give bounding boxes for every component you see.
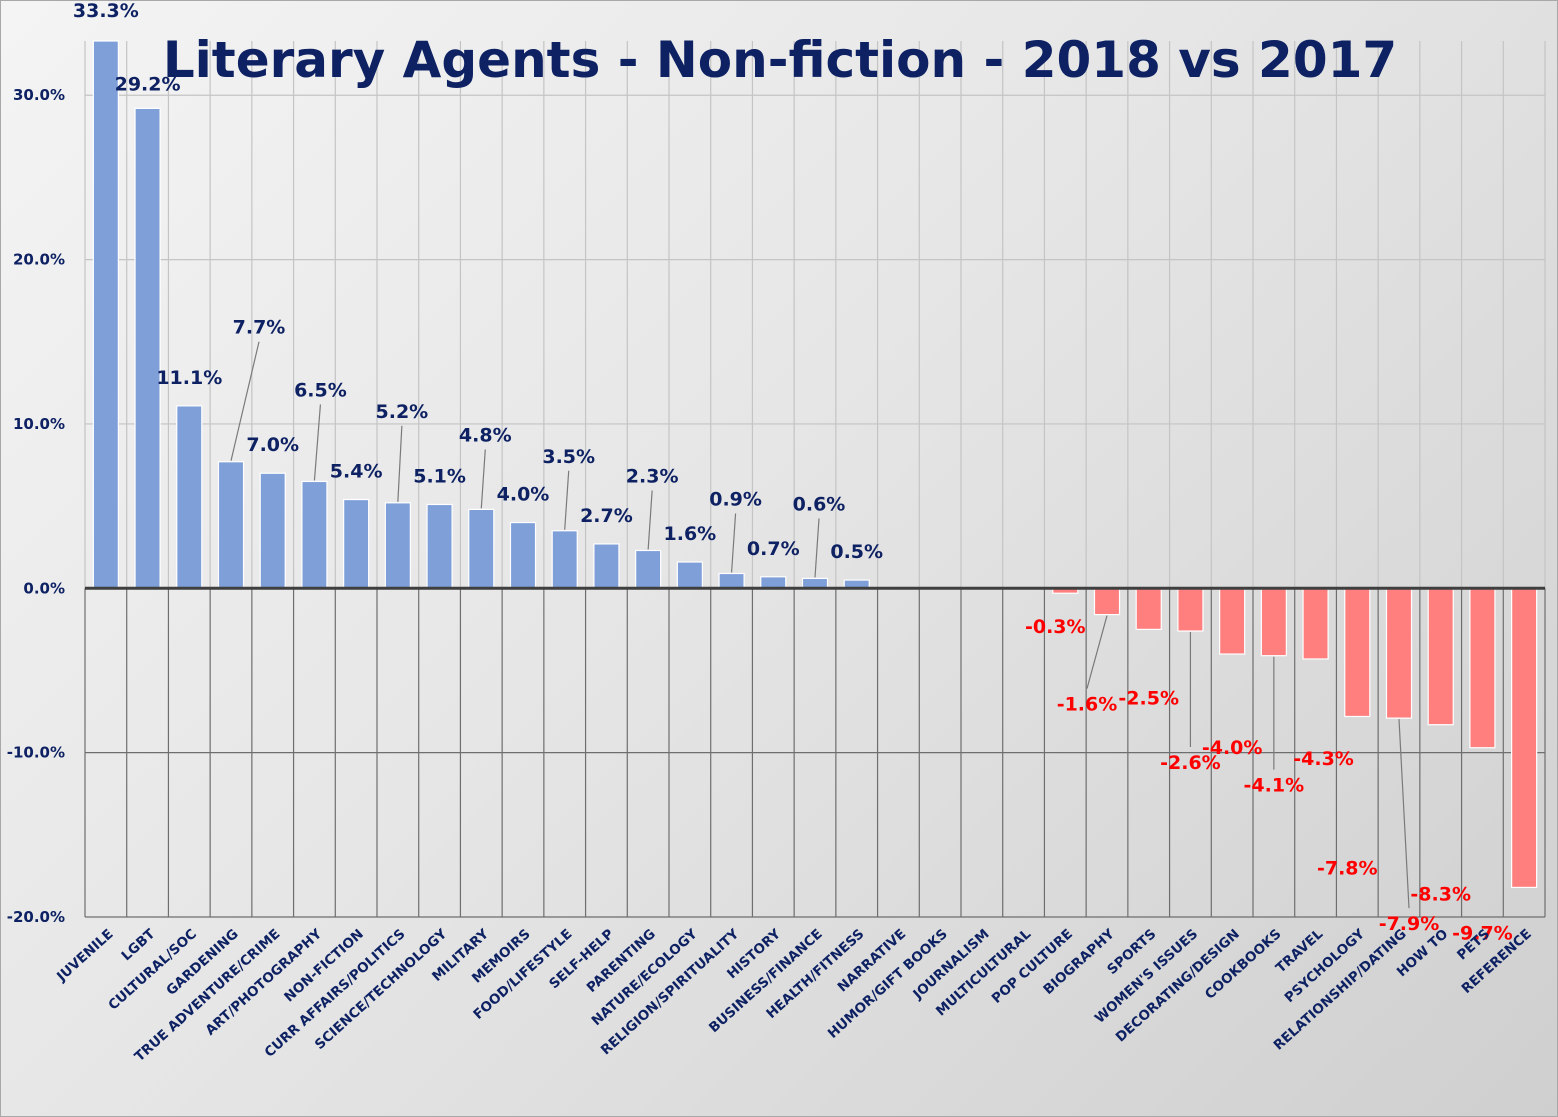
- bar: [259, 472, 286, 589]
- data-label: 5.1%: [413, 465, 466, 487]
- leader-line: [230, 341, 260, 461]
- data-label: 4.8%: [459, 424, 512, 446]
- leader-line: [1086, 615, 1108, 689]
- leader-line: [564, 470, 570, 530]
- data-label: -4.3%: [1293, 748, 1354, 770]
- bar: [1219, 587, 1246, 655]
- bar: [343, 498, 370, 589]
- bar: [718, 572, 745, 589]
- y-tick-label: -20.0%: [7, 908, 65, 926]
- data-label: -7.9%: [1379, 913, 1440, 935]
- chart-title: Literary Agents - Non-fiction - 2018 vs …: [163, 31, 1397, 89]
- data-label: 6.5%: [294, 379, 347, 401]
- leader-line: [647, 490, 653, 550]
- data-label: 5.4%: [330, 461, 383, 483]
- data-label: 5.2%: [376, 401, 429, 423]
- data-label: 1.6%: [664, 523, 717, 545]
- gridlines: [84, 41, 1546, 918]
- data-label: -2.6%: [1160, 752, 1221, 774]
- data-label: -9.7%: [1452, 923, 1513, 945]
- y-tick-label: -10.0%: [7, 744, 65, 762]
- bar: [760, 576, 787, 589]
- bar: [1177, 587, 1204, 632]
- bar: [1093, 587, 1121, 616]
- leader-line: [730, 513, 737, 573]
- bar: [134, 107, 161, 589]
- y-tick-label: 30.0%: [13, 86, 65, 104]
- bar: [1427, 587, 1454, 726]
- y-tick-label: 10.0%: [13, 415, 65, 433]
- data-label: 29.2%: [115, 73, 181, 95]
- data-label: 4.0%: [497, 484, 550, 506]
- leader-lines: [230, 341, 1410, 909]
- leader-line: [313, 404, 322, 481]
- bar: [92, 40, 119, 589]
- leader-line: [1398, 719, 1410, 909]
- data-label: 0.5%: [830, 541, 883, 563]
- bar: [176, 405, 203, 589]
- data-label: 0.9%: [709, 489, 762, 511]
- bar: [1469, 587, 1496, 749]
- leader-line: [480, 449, 486, 509]
- bar: [468, 508, 495, 589]
- data-label: 11.1%: [156, 367, 222, 389]
- bar: [1385, 587, 1413, 719]
- data-label: 7.0%: [246, 434, 299, 456]
- data-label: -7.8%: [1317, 857, 1378, 879]
- data-label: 3.5%: [542, 446, 595, 468]
- bar: [1302, 587, 1329, 660]
- data-label: 33.3%: [73, 0, 139, 22]
- bar: [1511, 587, 1538, 889]
- data-label: 2.3%: [626, 465, 679, 487]
- bar: [301, 480, 328, 589]
- data-label: -4.0%: [1202, 737, 1263, 759]
- bar: [551, 530, 578, 589]
- bar: [635, 549, 662, 589]
- leader-line: [397, 425, 403, 502]
- data-label: -8.3%: [1410, 884, 1471, 906]
- leader-line: [814, 518, 820, 578]
- data-label: 0.7%: [747, 538, 800, 560]
- data-labels: 33.3% 29.2% 11.1% 7.7% 7.0% 6.5% 5.4% 5.2% 5.1% 4…: [73, 0, 1513, 945]
- x-tick-label: JUVENILE: [53, 926, 116, 985]
- y-tick-label: 20.0%: [13, 251, 65, 269]
- bar: [1260, 587, 1287, 657]
- bar: [676, 561, 703, 589]
- y-tick-label: 0.0%: [23, 579, 65, 597]
- bar: [1344, 587, 1371, 718]
- bar: [509, 521, 537, 589]
- bar: [217, 461, 245, 589]
- bar: [593, 543, 620, 589]
- bar: [426, 503, 453, 589]
- data-label: -1.6%: [1057, 694, 1118, 716]
- data-label: 0.6%: [793, 493, 846, 515]
- data-label: -4.1%: [1244, 775, 1305, 797]
- bars: [92, 40, 1538, 889]
- data-label: -2.5%: [1118, 687, 1179, 709]
- data-label: 2.7%: [580, 505, 633, 527]
- bar: [1135, 587, 1162, 630]
- data-label: 7.7%: [233, 317, 286, 339]
- bar: [384, 502, 411, 589]
- data-label: -0.3%: [1025, 616, 1086, 638]
- y-axis-ticks: 30.0% 20.0% 10.0% 0.0% -10.0% -20.0%: [7, 86, 65, 926]
